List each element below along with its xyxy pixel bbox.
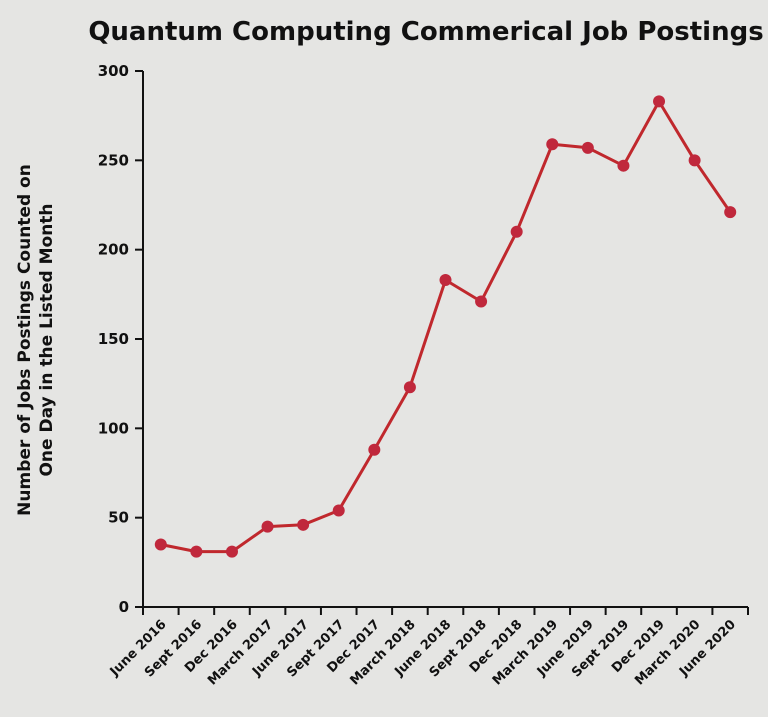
y-tick-label: 200 [98,241,129,259]
data-point [297,518,310,531]
data-point [190,545,203,558]
data-point [154,538,167,551]
series-job-postings [154,95,737,558]
data-point [688,154,701,167]
data-point [368,443,381,456]
series-line [160,99,732,554]
data-point [332,504,345,517]
y-ticks: 0 50 100 150 200 250 300 [98,62,143,616]
data-point [653,95,666,108]
y-tick-label: 100 [98,419,129,437]
y-axis-title-line-2: One Day in the Listed Month [37,203,57,476]
y-tick-label: 50 [108,509,129,527]
data-point [261,520,274,533]
axes [142,71,748,608]
data-point [546,138,559,151]
data-point [475,295,488,308]
y-tick-label: 300 [98,62,129,80]
chart-title: Quantum Computing Commerical Job Posting… [88,17,763,47]
data-point [724,206,737,219]
y-tick-label: 0 [119,598,129,616]
data-point [403,381,416,394]
data-point [581,141,594,154]
data-point [617,159,630,172]
data-point [225,545,238,558]
y-axis-title: Number of Jobs Postings Counted on One D… [15,164,57,516]
data-point [439,274,452,287]
data-point [510,225,523,238]
y-tick-label: 250 [98,151,129,169]
y-axis-title-line-1: Number of Jobs Postings Counted on [15,164,35,516]
y-tick-label: 150 [98,330,129,348]
